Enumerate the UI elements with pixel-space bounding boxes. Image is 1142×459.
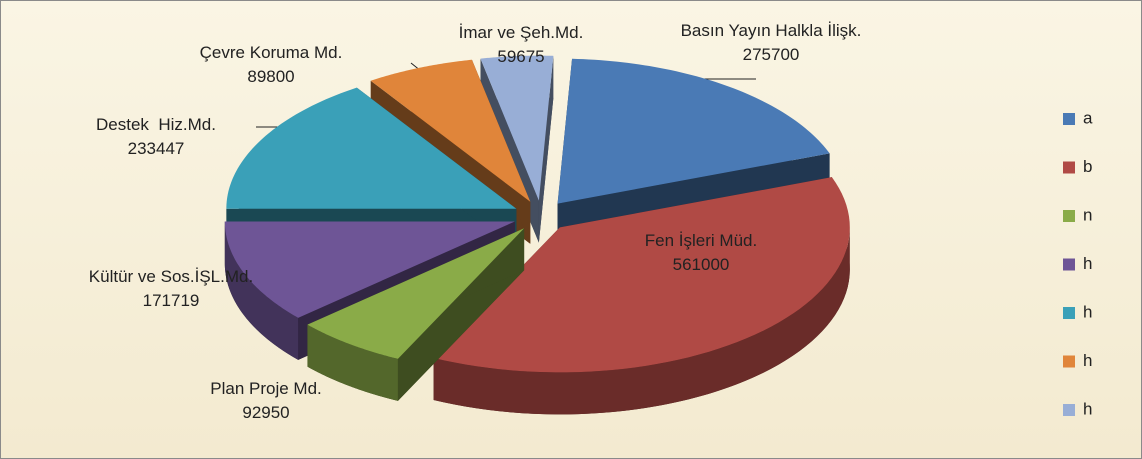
- slice-value: 171719: [142, 291, 200, 310]
- slice-name: Çevre Koruma Md.: [199, 43, 343, 62]
- slice-name: Basın Yayın Halkla İlişk.: [680, 21, 862, 40]
- slice-side: [307, 324, 398, 401]
- legend-swatch: [1063, 404, 1075, 416]
- legend-label: h: [1083, 399, 1092, 418]
- slice-name: Kültür ve Sos.İŞL.Md.: [88, 267, 254, 286]
- slice-wall: [538, 55, 554, 243]
- legend-swatch: [1063, 161, 1075, 174]
- legend-swatch: [1063, 355, 1075, 368]
- slice-value: 92950: [242, 403, 290, 422]
- slice-value: 233447: [127, 139, 185, 158]
- slice: [226, 87, 517, 209]
- legend-swatch: [1063, 258, 1075, 271]
- slice-value: 561000: [672, 255, 730, 274]
- slice-side: [433, 227, 850, 415]
- slice-value: 89800: [247, 67, 295, 86]
- slice-side: [224, 221, 299, 360]
- slice-value: 275700: [742, 45, 800, 64]
- slice: [224, 221, 515, 318]
- slice: [480, 55, 554, 201]
- slice-name: Fen İşleri Müd.: [644, 231, 758, 250]
- legend-label: h: [1083, 254, 1092, 273]
- legend-label: h: [1083, 351, 1092, 370]
- legend-label: b: [1083, 157, 1092, 176]
- data-label: Plan Proje Md. 92950: [171, 377, 361, 425]
- slice: [433, 177, 850, 373]
- slice-value: 59675: [497, 47, 545, 66]
- slice: [370, 59, 531, 202]
- legend-swatch: [1063, 113, 1075, 125]
- slice-name: İmar ve Şeh.Md.: [458, 23, 584, 42]
- data-label: Çevre Koruma Md. 89800: [171, 41, 371, 89]
- legend-label: h: [1083, 302, 1092, 321]
- data-label: İmar ve Şeh.Md. 59675: [421, 21, 621, 69]
- legend-swatch: [1063, 210, 1075, 222]
- data-label: Basın Yayın Halkla İlişk. 275700: [671, 19, 871, 67]
- data-label: Destek Hiz.Md. 233447: [56, 113, 256, 161]
- data-label: Kültür ve Sos.İŞL.Md. 171719: [76, 265, 266, 313]
- slice-name: Plan Proje Md.: [210, 379, 322, 398]
- slice: [557, 58, 830, 204]
- legend-label: n: [1083, 205, 1092, 224]
- slice: [307, 228, 525, 359]
- legend-swatch: [1063, 307, 1075, 319]
- slice-name: Destek Hiz.Md.: [96, 115, 216, 134]
- legend-label: a: [1083, 108, 1093, 127]
- data-label: Fen İşleri Müd. 561000: [606, 229, 796, 277]
